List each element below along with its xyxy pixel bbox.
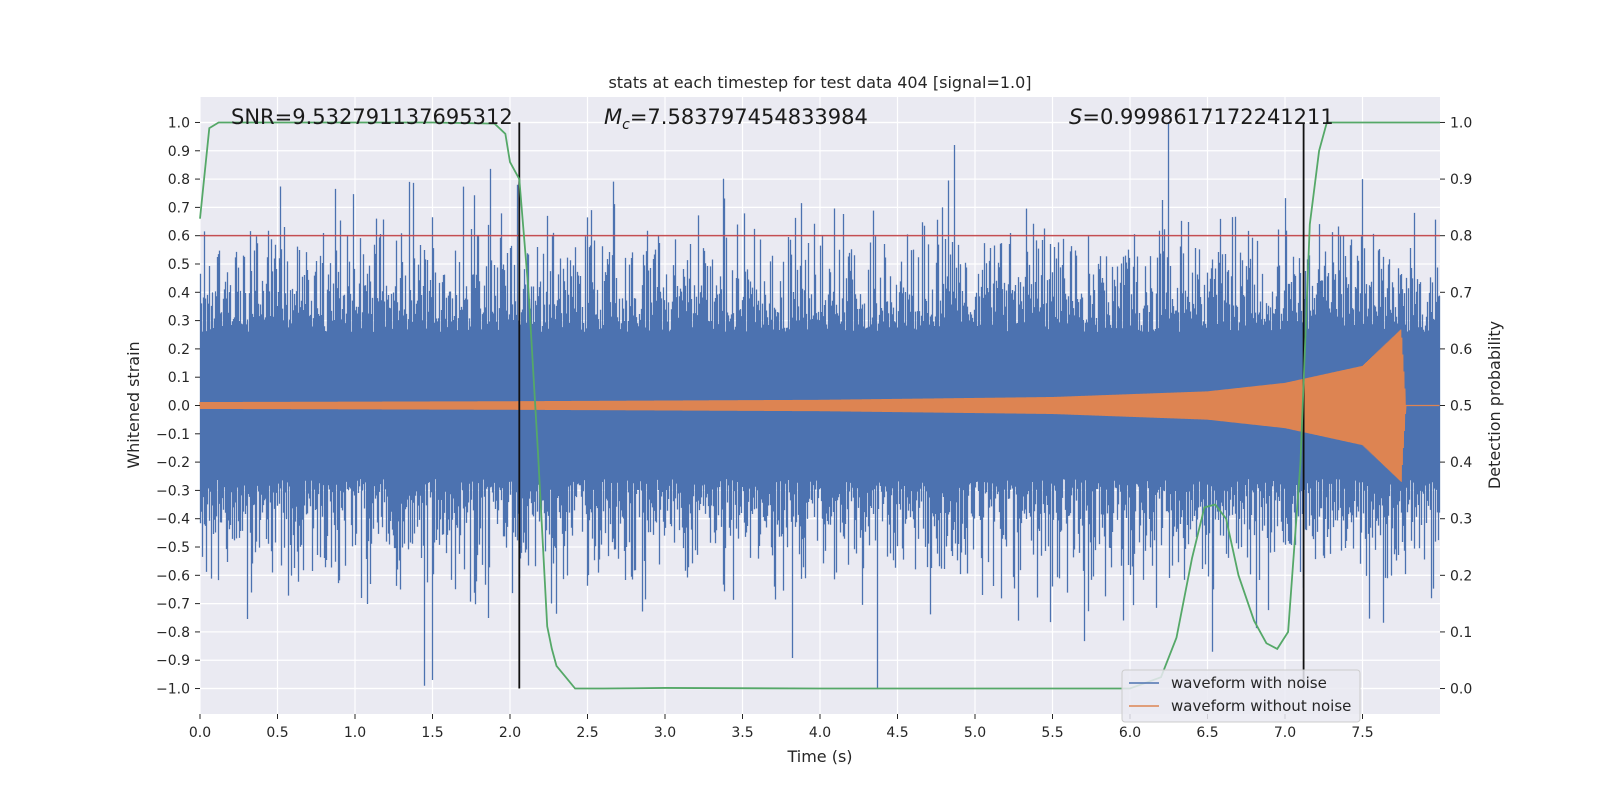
y-left-tick-label: 1.0 [168,115,190,131]
y-left-tick-label: 0.8 [168,172,190,188]
legend-label-noise: waveform with noise [1171,674,1327,692]
y-left-tick-label: 0.4 [168,285,190,301]
x-tick-label: 4.0 [809,725,831,741]
y-left-tick-label: 0.1 [168,370,190,386]
y-right-tick-label: 0.3 [1450,512,1472,528]
y-left-tick-label: 0.9 [168,144,190,160]
y-left-tick-label: −0.4 [156,512,190,528]
y-left-tick-label: −0.5 [156,540,190,556]
y-right-tick-label: 0.5 [1450,399,1472,415]
legend-box [1121,669,1361,723]
y-left-tick-label: −0.9 [156,653,190,669]
s-symbol: S [1069,105,1082,129]
x-tick-label: 5.5 [1041,725,1063,741]
y-right-tick-label: 0.9 [1450,172,1472,188]
y-left-tick-label: 0.5 [168,257,190,273]
x-tick-label: 7.5 [1351,725,1373,741]
y-left-tick-label: −0.7 [156,597,190,613]
y-left-tick-label: 0.0 [168,399,190,415]
y-left-tick-label: −0.6 [156,568,190,584]
y-right-tick-label: 0.6 [1450,342,1472,358]
clean-waveform-line [199,329,1440,482]
y-axis-right-label: Detection probability [1485,321,1504,489]
snr-annotation: SNR=9.532791137695312 [231,105,513,129]
s-annotation: S=0.9998617172241211 [1069,105,1334,129]
y-left-tick-label: −0.3 [156,483,190,499]
y-right-tick-label: 0.1 [1450,625,1472,641]
y-left-tick-label: 0.2 [168,342,190,358]
x-tick-label: 0.5 [266,725,288,741]
x-tick-label: 1.0 [344,725,366,741]
axes: 0.0 0.5 1.0 1.5 2.0 2.5 3.0 3.5 4.0 4.5 5.0 5.5 6.0 6… [156,115,1472,741]
chirp-mass-annotation: Mc=7.583797454833984 [604,105,868,133]
x-tick-label: 2.0 [499,725,521,741]
y-left-tick-label: −0.8 [156,625,190,641]
mc-subscript: c [622,117,630,133]
x-tick-label: 0.0 [189,725,211,741]
legend-label-clean: waveform without noise [1171,697,1351,715]
y-left-tick-label: −1.0 [156,682,190,698]
chart-title: stats at each timestep for test data 404… [608,73,1031,92]
y-axis-left-label: Whitened strain [124,341,143,468]
x-tick-label: 2.5 [576,725,598,741]
mc-symbol: M [604,105,622,129]
x-tick-label: 5.0 [964,725,986,741]
mc-value: =7.583797454833984 [630,105,868,129]
s-value: =0.9998617172241211 [1082,105,1333,129]
x-tick-label: 1.5 [421,725,443,741]
y-right-tick-label: 0.7 [1450,285,1472,301]
y-left-tick-label: 0.3 [168,314,190,330]
clean-series [199,329,1440,482]
y-left-tick-label: 0.6 [168,229,190,245]
probability-series [199,121,1440,690]
y-left-tick-label: −0.1 [156,427,190,443]
y-left-tick-label: 0.7 [168,200,190,216]
y-right-tick-label: 1.0 [1450,115,1472,131]
y-right-tick-label: 0.4 [1450,455,1472,471]
x-tick-label: 3.5 [731,725,753,741]
x-tick-label: 6.5 [1196,725,1218,741]
probability-line [199,121,1440,690]
x-tick-label: 7.0 [1274,725,1296,741]
y-right-tick-label: 0.2 [1450,568,1472,584]
x-tick-label: 6.0 [1119,725,1141,741]
y-right-tick-label: 0.8 [1450,229,1472,245]
y-right-tick-label: 0.0 [1450,682,1472,698]
legend: waveform with noise waveform without noi… [1121,669,1361,723]
x-tick-label: 3.0 [654,725,676,741]
x-axis-label: Time (s) [786,747,852,766]
x-tick-label: 4.5 [886,725,908,741]
y-left-tick-label: −0.2 [156,455,190,471]
